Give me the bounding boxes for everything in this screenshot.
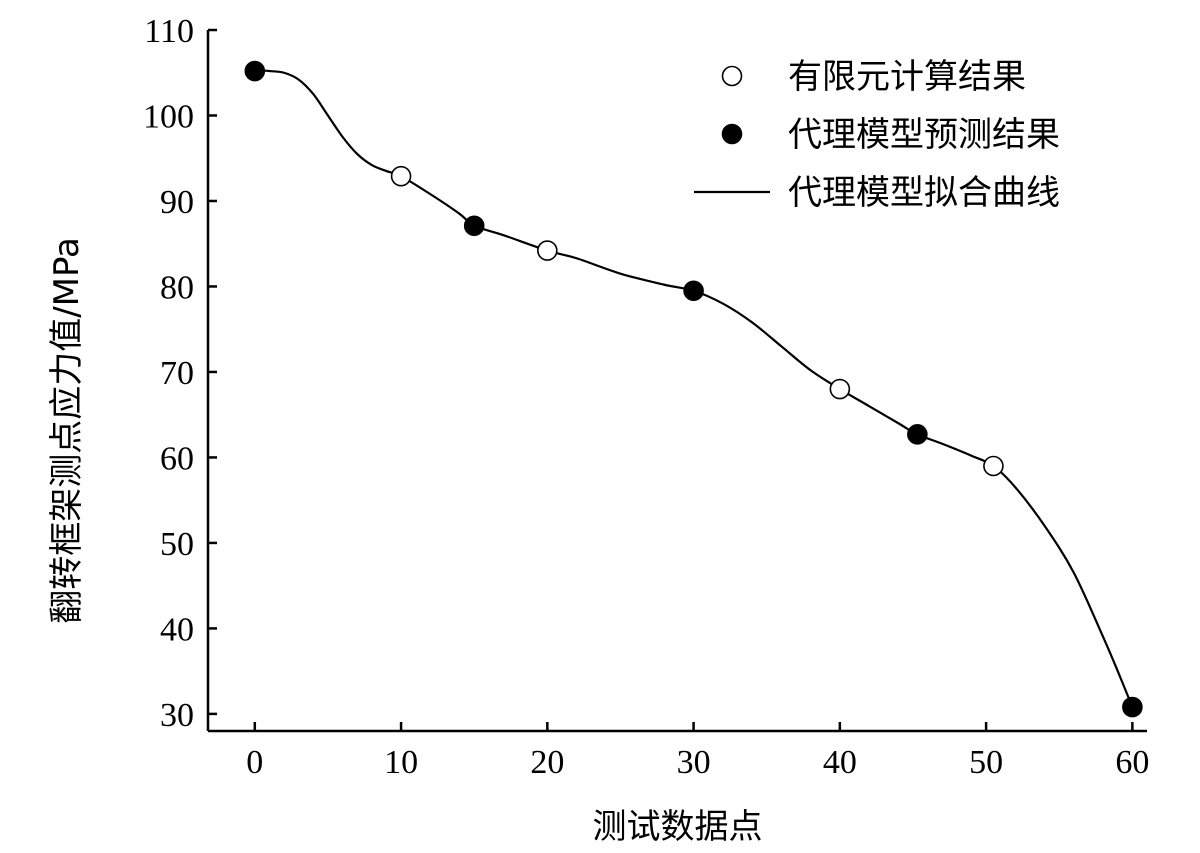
y-ticks: 30 40 50 60 70 80 90 100 110 [143, 13, 217, 734]
y-tick-label: 30 [160, 697, 194, 734]
legend-marker-swatch [721, 123, 743, 145]
fem-point [537, 240, 558, 261]
x-tick-label: 30 [677, 744, 711, 781]
x-tick-label: 50 [969, 744, 1003, 781]
y-tick-label: 110 [144, 13, 194, 50]
plot-area [244, 60, 1143, 718]
fem-point [829, 378, 851, 400]
legend-label: 代理模型拟合曲线 [788, 173, 1060, 213]
x-tick-label: 40 [823, 744, 857, 781]
predicted-point [683, 280, 704, 302]
y-axis-title: 翻转框架测点应力值/MPa [47, 237, 87, 624]
y-tick-label: 70 [160, 355, 194, 392]
predicted-point [463, 215, 485, 237]
predicted-point [244, 60, 266, 82]
y-tick-label: 100 [143, 98, 194, 135]
predicted-point [907, 424, 928, 445]
x-tick-label: 10 [384, 744, 418, 781]
y-tick-label: 90 [160, 184, 194, 221]
y-tick-label: 40 [160, 611, 194, 648]
x-tick-label: 60 [1115, 744, 1149, 781]
x-tick-label: 0 [246, 744, 263, 781]
legend-marker-swatch [721, 65, 743, 87]
legend-label: 代理模型预测结果 [788, 115, 1060, 155]
x-axis-title: 测试数据点 [593, 807, 763, 847]
y-tick-label: 50 [160, 526, 194, 563]
fem-point [390, 165, 412, 187]
legend-label: 有限元计算结果 [788, 57, 1026, 97]
x-ticks: 0 10 20 30 40 50 60 [246, 722, 1149, 781]
y-tick-label: 60 [160, 440, 194, 477]
y-tick-label: 80 [160, 269, 194, 306]
fem-point [983, 455, 1004, 477]
axes-layer [206, 30, 1147, 733]
predicted-point [1122, 696, 1143, 718]
x-tick-label: 20 [530, 744, 564, 781]
fitted-curve-line [254, 69, 1134, 708]
